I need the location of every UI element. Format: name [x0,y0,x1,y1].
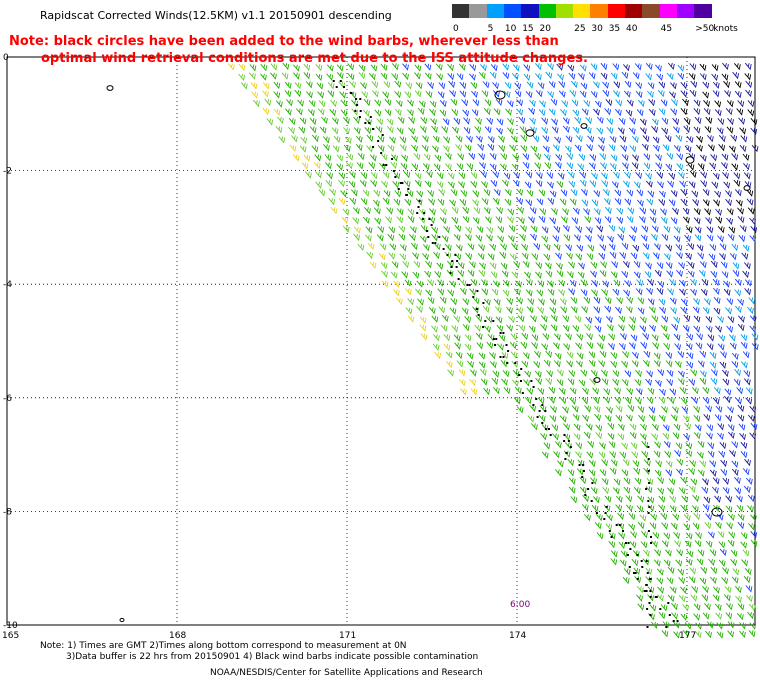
legend-swatch [521,4,539,18]
island-outline [685,156,695,164]
latitude-labels: 0 -2 -4 -6 -8 -10 [3,53,18,631]
legend-swatch [538,4,557,18]
legend-swatch [590,4,609,18]
map-frame [6,56,756,626]
lat-label: -4 [3,280,12,290]
island-outline [711,507,723,517]
lat-label: -6 [3,394,12,404]
footer-credit: NOAA/NESDIS/Center for Satellite Applica… [210,668,483,678]
legend-label: 20 [539,24,551,34]
lon-label: 174 [509,631,526,641]
legend-swatch [694,4,712,18]
wind-barb-group-yellow [227,63,478,396]
legend-label: 0 [453,24,459,34]
legend-label: 10 [504,24,517,34]
legend-label: 35 [608,24,621,34]
wind-barb-group-lightgreen [238,63,756,639]
lon-label: 171 [339,631,356,641]
footer-note-line2: 3)Data buffer is 22 hrs from 20150901 4)… [66,652,479,662]
legend-swatch [573,4,591,18]
legend-swatch [607,4,626,18]
island-outline [743,185,751,191]
page-title: Rapidscat Corrected Winds(12.5KM) v1.1 2… [40,9,392,22]
lat-label: -10 [3,621,18,631]
island-outline [106,85,114,91]
lon-label: 165 [2,631,19,641]
legend-label: 45 [660,24,673,34]
island-outline [494,90,506,100]
wind-barb-group-cyan [480,63,759,395]
legend-swatch [555,4,574,18]
legend-unit: knots [713,24,738,34]
island-outline [119,617,125,623]
lat-label: 0 [3,53,9,63]
wind-barb-group-blue [402,62,759,593]
island-outline [525,129,535,137]
wind-barbs [227,62,759,639]
wind-barb-group-black [680,63,758,234]
lon-label: 168 [169,631,186,641]
lat-label: -8 [3,507,12,517]
pass-time-label: 6:00 [510,600,531,610]
legend-swatch [486,4,505,18]
wind-barb-group-green [249,62,758,639]
legend-swatch [452,4,470,18]
wind-barb-group-navy [556,62,759,504]
legend-swatch [469,4,488,18]
legend-swatch [676,4,695,18]
longitude-labels: 165 168 171 174 177 [2,631,696,641]
warning-note-line2: optimal wind retrieval conditions are me… [41,51,588,66]
island-outline [593,377,601,383]
footer-note-line1: Note: 1) Times are GMT 2)Times along bot… [40,641,407,651]
legend-label: 25 [574,24,586,34]
legend-label: 15 [522,24,534,34]
legend-swatch [642,4,661,18]
legend-label: 40 [626,24,638,34]
legend-label: 5 [487,24,494,34]
legend-swatch [503,4,522,18]
legend-swatch [625,4,643,18]
legend-swatch [659,4,678,18]
warning-note: Note: black circles have been added to t… [9,33,588,67]
legend-label: 30 [591,24,603,34]
warning-note-line1: Note: black circles have been added to t… [9,34,559,49]
island-outline [580,123,588,129]
lat-label: -2 [3,167,12,177]
grid-lines [7,57,755,625]
island-outlines [106,85,751,623]
legend-label: >50 [695,24,715,34]
lon-label: 177 [679,631,696,641]
